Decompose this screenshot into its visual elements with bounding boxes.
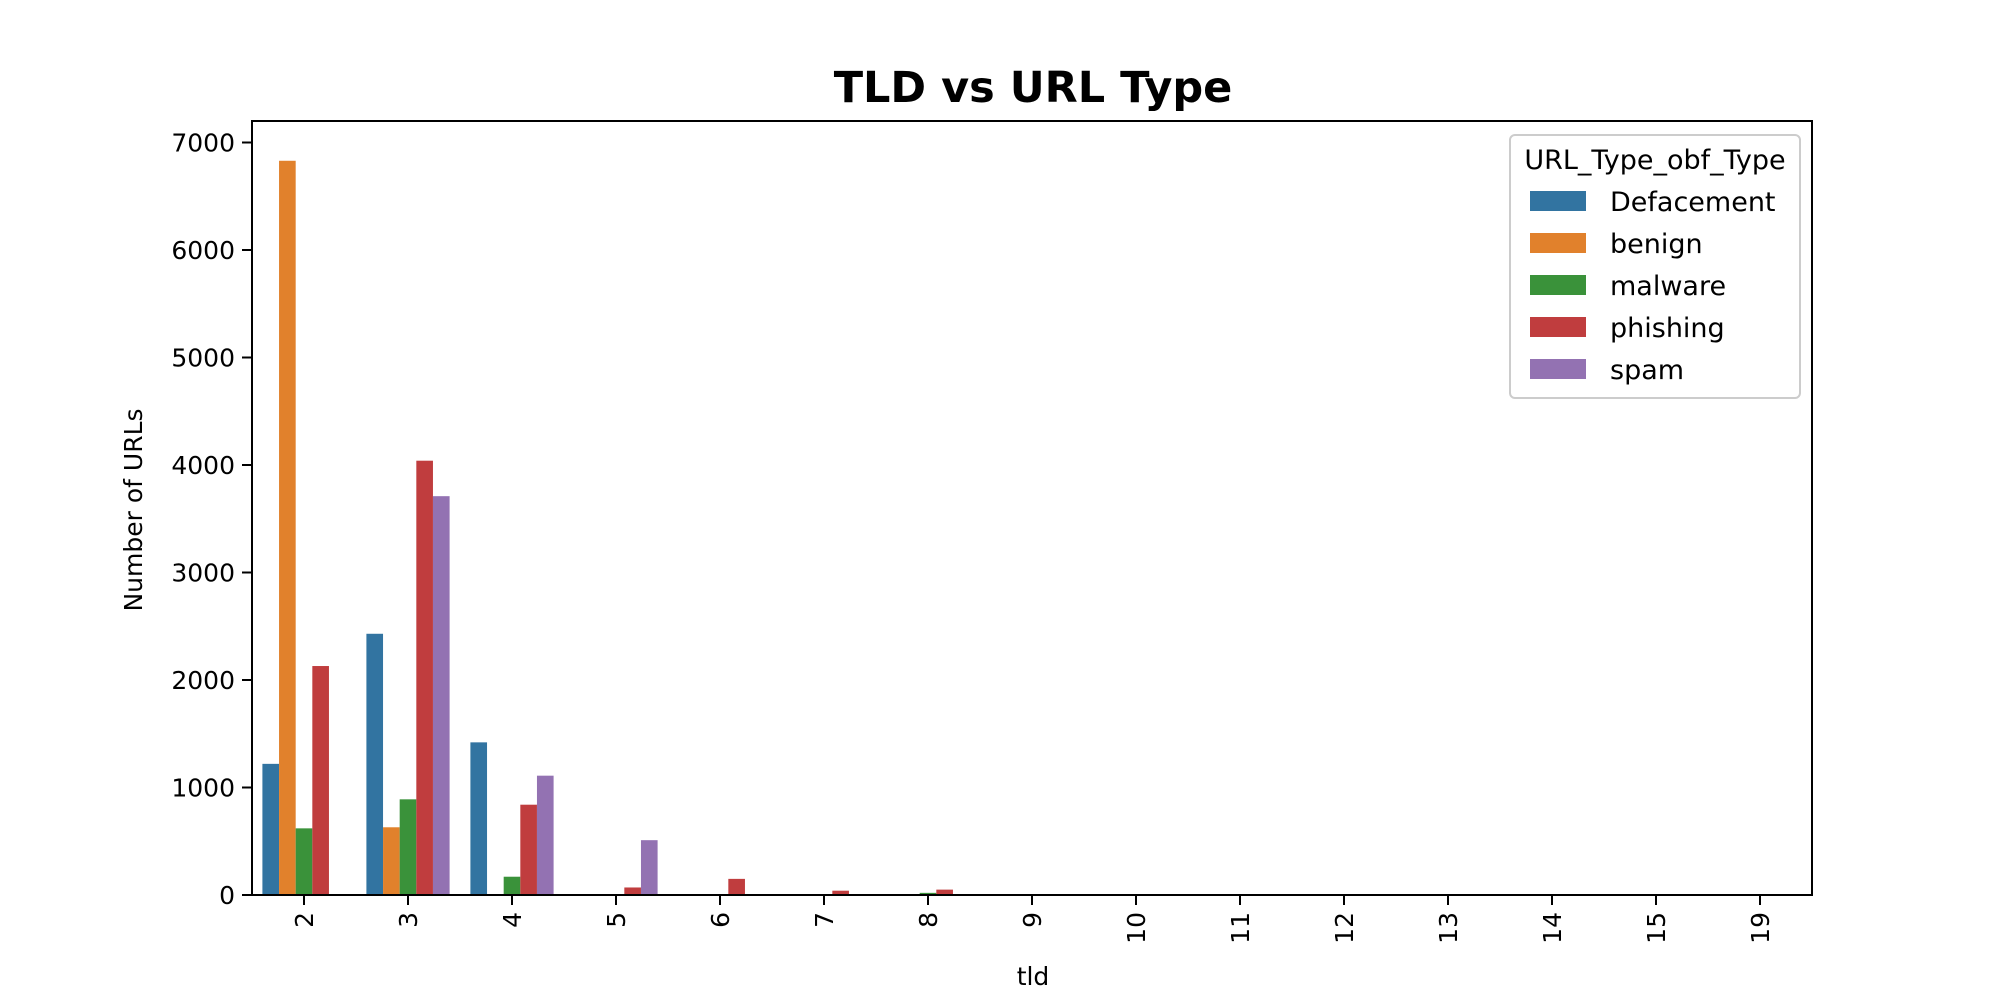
bar — [366, 633, 384, 895]
series-malware — [295, 799, 937, 895]
x-tick-label: 5 — [602, 912, 631, 928]
series-defacement — [262, 633, 488, 895]
legend-swatch — [1530, 233, 1586, 253]
x-tick-label: 4 — [498, 912, 527, 928]
bar — [536, 775, 554, 895]
bar — [383, 827, 400, 895]
bar — [503, 876, 521, 895]
x-tick-label: 12 — [1330, 912, 1359, 944]
series-benign — [279, 160, 400, 895]
series-spam — [432, 496, 658, 895]
legend-item: phishing — [1530, 313, 1725, 344]
x-tick-label: 14 — [1538, 912, 1567, 944]
legend-swatch — [1530, 359, 1586, 379]
x-tick-label: 19 — [1746, 912, 1775, 944]
x-tick-label: 9 — [1018, 912, 1047, 928]
y-tick-label: 5000 — [171, 344, 235, 373]
legend-swatch — [1530, 191, 1586, 211]
x-tick-label: 15 — [1642, 912, 1671, 944]
bar — [470, 742, 488, 895]
y-tick-label: 7000 — [171, 129, 235, 158]
bar — [936, 889, 953, 895]
bar — [399, 799, 417, 895]
legend-swatch — [1530, 275, 1586, 295]
x-tick-label: 7 — [810, 912, 839, 928]
legend-label: spam — [1610, 355, 1684, 386]
y-tick-label: 1000 — [171, 774, 235, 803]
x-tick-label: 6 — [706, 912, 735, 928]
legend-items: Defacement benign malware phishing spam — [1530, 187, 1776, 386]
x-tick-label: 2 — [290, 912, 319, 928]
legend-swatch — [1530, 317, 1586, 337]
legend-label: Defacement — [1610, 187, 1776, 218]
legend-item: spam — [1530, 355, 1684, 386]
bar — [295, 828, 313, 895]
legend-title: URL_Type_obf_Type — [1524, 145, 1785, 176]
chart-title: TLD vs URL Type — [834, 63, 1233, 113]
plot-frame — [251, 120, 1813, 896]
legend-item: Defacement — [1530, 187, 1776, 218]
x-tick-label: 11 — [1226, 912, 1255, 944]
bar — [432, 496, 450, 895]
y-tick-label: 4000 — [171, 451, 235, 480]
y-tick-label: 6000 — [171, 236, 235, 265]
y-tick-label: 2000 — [171, 666, 235, 695]
bar — [832, 890, 849, 895]
legend-label: phishing — [1610, 313, 1725, 344]
x-tick-label: 13 — [1434, 912, 1463, 944]
x-axis: 2 3 4 5 6 7 8 9 10 11 12 13 14 15 19 — [290, 895, 1775, 944]
legend-item: benign — [1530, 229, 1703, 260]
y-tick-label: 3000 — [171, 559, 235, 588]
plot-area — [262, 160, 1161, 895]
x-axis-label: tld — [1017, 962, 1050, 991]
bar — [262, 763, 280, 895]
bar — [919, 892, 937, 895]
bar — [416, 460, 433, 895]
bar — [624, 887, 641, 895]
legend-label: benign — [1610, 229, 1703, 260]
bar — [312, 666, 329, 895]
legend-item: malware — [1530, 271, 1726, 302]
bar — [279, 160, 296, 895]
x-tick-label: 3 — [394, 912, 423, 928]
x-tick-label: 10 — [1122, 912, 1151, 944]
y-tick-label: 0 — [219, 881, 235, 910]
y-axis-label: Number of URLs — [119, 408, 148, 611]
legend-label: malware — [1610, 271, 1726, 302]
bar — [520, 804, 537, 895]
y-axis: 0 1000 2000 3000 4000 5000 6000 7000 — [171, 129, 252, 910]
series-phishing — [312, 460, 1161, 895]
bar — [728, 878, 745, 895]
bar — [640, 840, 658, 895]
x-tick-label: 8 — [914, 912, 943, 928]
legend: URL_Type_obf_Type Defacement benign malwar… — [1509, 134, 1801, 399]
